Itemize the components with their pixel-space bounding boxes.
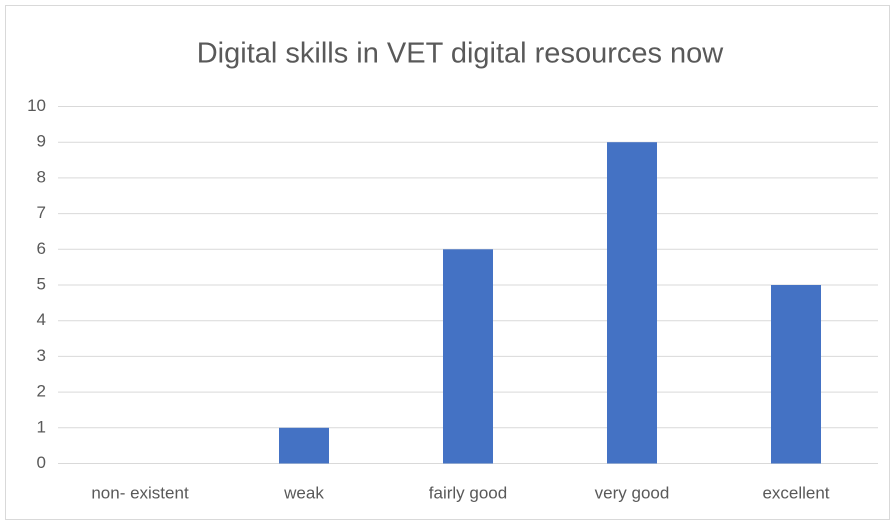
bar: [607, 142, 657, 464]
y-tick-label: 9: [37, 132, 46, 151]
y-tick-label: 8: [37, 167, 46, 186]
x-tick-label: excellent: [762, 483, 829, 502]
y-tick-label: 10: [27, 96, 46, 115]
y-tick-label: 5: [37, 274, 46, 293]
y-tick-label: 6: [37, 239, 46, 258]
bar: [771, 285, 821, 464]
y-tick-label: 0: [37, 453, 46, 472]
x-tick-label: non- existent: [91, 483, 189, 502]
x-tick-label: weak: [283, 483, 324, 502]
y-tick-label: 4: [37, 310, 46, 329]
y-tick-label: 3: [37, 346, 46, 365]
bar: [279, 427, 329, 464]
y-tick-label: 1: [37, 417, 46, 436]
x-tick-label: fairly good: [429, 483, 507, 502]
y-tick-label: 2: [37, 382, 46, 401]
chart-title: Digital skills in VET digital resources …: [197, 38, 725, 70]
y-tick-label: 7: [37, 203, 46, 222]
bar: [443, 249, 493, 464]
x-tick-label: very good: [595, 483, 670, 502]
